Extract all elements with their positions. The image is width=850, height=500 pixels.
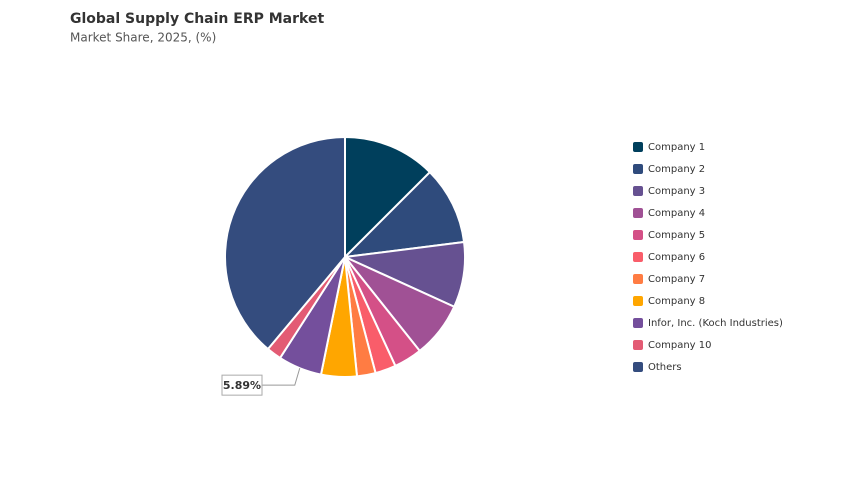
legend-swatch (633, 274, 643, 284)
chart-subtitle: Market Share, 2025, (%) (70, 31, 216, 45)
legend-label: Company 6 (648, 252, 705, 263)
legend-label: Company 5 (648, 230, 705, 241)
legend-label: Company 8 (648, 296, 705, 307)
legend-swatch (633, 142, 643, 152)
pie-slice (342, 170, 466, 259)
legend-label: Company 10 (648, 340, 711, 351)
legend-label: Infor, Inc. (Koch Industries) (648, 318, 783, 329)
legend-swatch (633, 318, 643, 328)
legend-swatch (633, 340, 643, 350)
legend-label: Company 4 (648, 208, 705, 219)
legend-swatch (633, 230, 643, 240)
legend-swatch (633, 208, 643, 218)
legend-swatch (633, 164, 643, 174)
legend-label: Company 2 (648, 164, 705, 175)
pie-slice (344, 135, 432, 260)
chart-title: Global Supply Chain ERP Market (70, 11, 324, 27)
legend-label: Company 7 (648, 274, 705, 285)
legend-label: Others (648, 362, 682, 373)
legend-swatch (633, 296, 643, 306)
legend-swatch (633, 186, 643, 196)
label-box (221, 374, 263, 396)
legend-label: Company 3 (648, 186, 705, 197)
legend-label: Company 1 (648, 142, 705, 153)
label-leader (262, 368, 301, 386)
pie-slice (224, 135, 346, 351)
data-label: 5.89% (223, 379, 261, 392)
legend-swatch (633, 252, 643, 262)
legend-swatch (633, 362, 643, 372)
